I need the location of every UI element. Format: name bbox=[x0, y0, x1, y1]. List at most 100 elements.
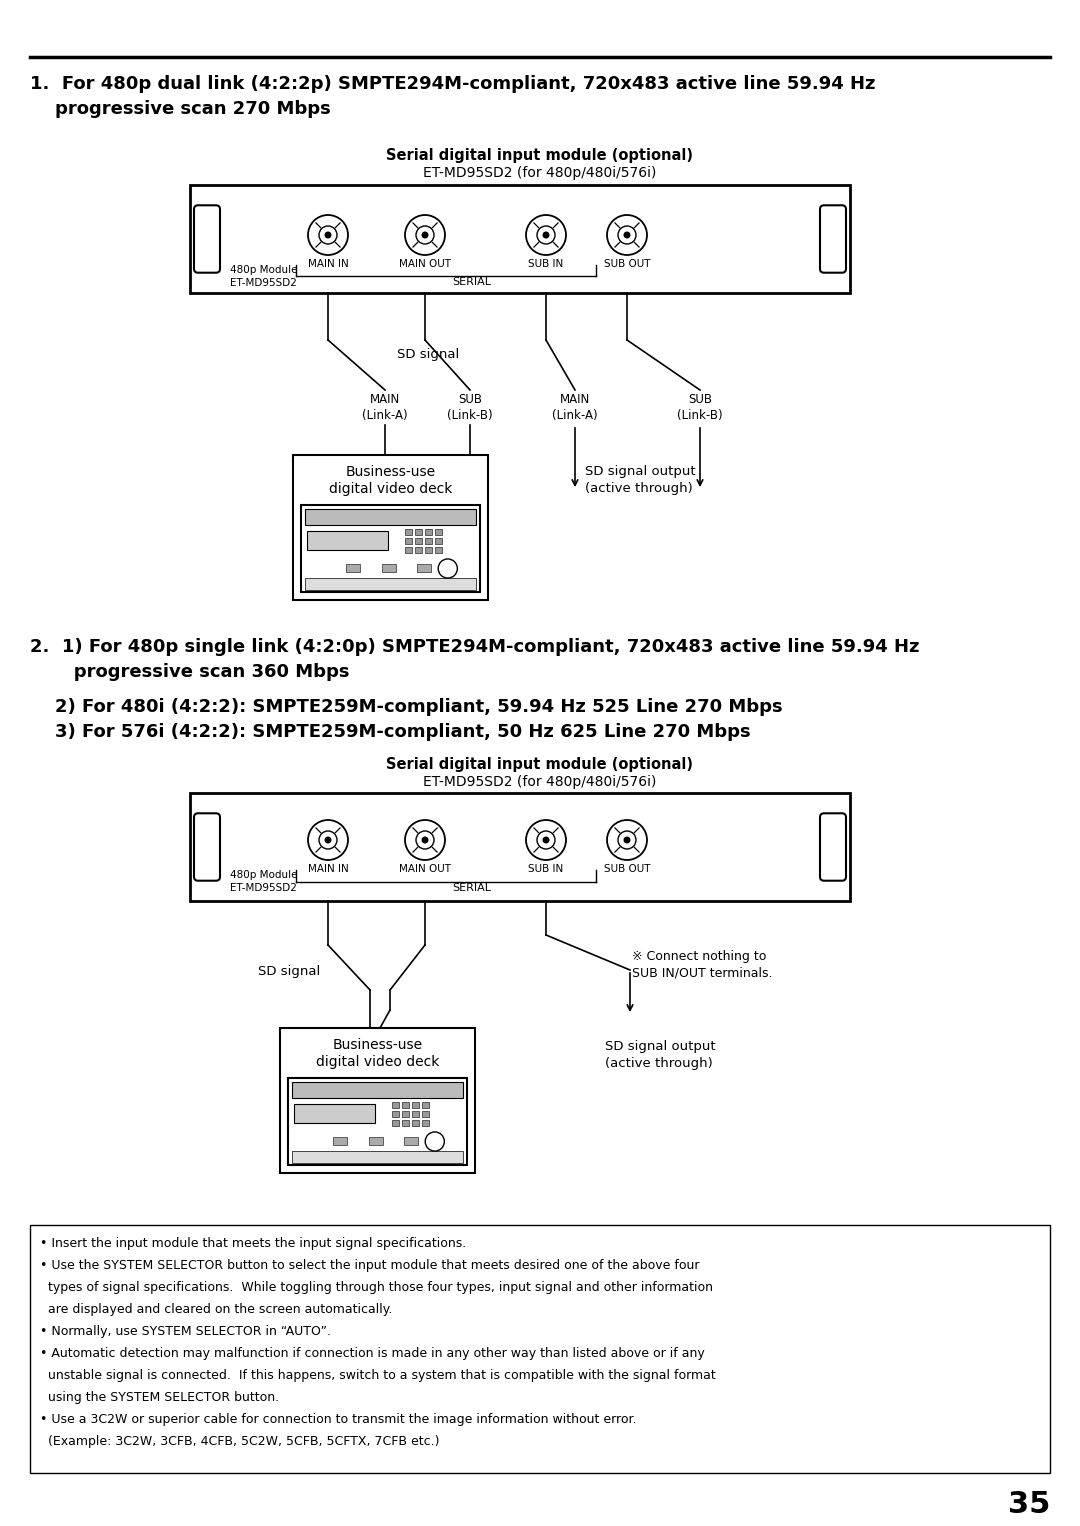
Text: Business-use: Business-use bbox=[333, 1038, 422, 1051]
Bar bbox=[392, 1102, 399, 1108]
Bar bbox=[424, 546, 432, 552]
Text: 3) For 576i (4:2:2): SMPTE259M-compliant, 50 Hz 625 Line 270 Mbps: 3) For 576i (4:2:2): SMPTE259M-compliant… bbox=[30, 723, 751, 742]
Bar bbox=[190, 185, 850, 293]
Text: progressive scan 270 Mbps: progressive scan 270 Mbps bbox=[30, 101, 330, 118]
Text: SD signal output
(active through): SD signal output (active through) bbox=[605, 1041, 716, 1070]
Bar bbox=[415, 528, 422, 534]
Text: 2.  1) For 480p single link (4:2:0p) SMPTE294M-compliant, 720x483 active line 59: 2. 1) For 480p single link (4:2:0p) SMPT… bbox=[30, 638, 919, 656]
Bar bbox=[435, 546, 442, 552]
Text: SUB OUT: SUB OUT bbox=[604, 259, 650, 269]
Text: SD signal: SD signal bbox=[397, 348, 459, 362]
Bar bbox=[415, 546, 422, 552]
Circle shape bbox=[623, 232, 631, 238]
Text: • Insert the input module that meets the input signal specifications.: • Insert the input module that meets the… bbox=[40, 1238, 467, 1250]
Bar bbox=[411, 1102, 419, 1108]
Text: • Automatic detection may malfunction if connection is made in any other way tha: • Automatic detection may malfunction if… bbox=[40, 1347, 705, 1360]
Bar bbox=[411, 1111, 419, 1117]
Bar bbox=[292, 1082, 463, 1097]
Bar bbox=[392, 1111, 399, 1117]
Bar bbox=[411, 1120, 419, 1126]
Text: Serial digital input module (optional): Serial digital input module (optional) bbox=[387, 148, 693, 163]
Bar bbox=[424, 537, 432, 543]
Text: digital video deck: digital video deck bbox=[328, 482, 453, 496]
Text: 480p Module: 480p Module bbox=[230, 266, 297, 275]
Text: SD signal: SD signal bbox=[258, 964, 321, 978]
Text: SERIAL: SERIAL bbox=[453, 884, 491, 893]
Text: SUB
(Link-B): SUB (Link-B) bbox=[447, 394, 492, 423]
Text: using the SYSTEM SELECTOR button.: using the SYSTEM SELECTOR button. bbox=[40, 1392, 279, 1404]
FancyBboxPatch shape bbox=[194, 813, 220, 881]
Circle shape bbox=[421, 836, 429, 844]
Text: digital video deck: digital video deck bbox=[315, 1054, 440, 1070]
Text: MAIN OUT: MAIN OUT bbox=[399, 864, 451, 874]
Bar bbox=[402, 1111, 409, 1117]
Bar bbox=[305, 578, 476, 591]
Text: • Use the SYSTEM SELECTOR button to select the input module that meets desired o: • Use the SYSTEM SELECTOR button to sele… bbox=[40, 1259, 700, 1273]
Text: ※ Connect nothing to
SUB IN/OUT terminals.: ※ Connect nothing to SUB IN/OUT terminal… bbox=[632, 951, 772, 980]
Text: ET-MD95SD2 (for 480p/480i/576i): ET-MD95SD2 (for 480p/480i/576i) bbox=[423, 166, 657, 180]
Text: MAIN
(Link-A): MAIN (Link-A) bbox=[362, 394, 408, 423]
Text: 480p Module: 480p Module bbox=[230, 870, 297, 881]
Bar bbox=[405, 537, 411, 543]
Circle shape bbox=[623, 836, 631, 844]
Text: 1.  For 480p dual link (4:2:2p) SMPTE294M-compliant, 720x483 active line 59.94 H: 1. For 480p dual link (4:2:2p) SMPTE294M… bbox=[30, 75, 876, 93]
Bar bbox=[280, 1029, 475, 1173]
Text: Business-use: Business-use bbox=[346, 465, 435, 479]
Bar bbox=[30, 1225, 1050, 1473]
Bar bbox=[307, 531, 388, 549]
Bar bbox=[424, 528, 432, 534]
Circle shape bbox=[324, 232, 332, 238]
Bar bbox=[405, 528, 411, 534]
Text: ET-MD95SD2: ET-MD95SD2 bbox=[230, 278, 297, 288]
Bar bbox=[415, 537, 422, 543]
Text: • Normally, use SYSTEM SELECTOR in “AUTO”.: • Normally, use SYSTEM SELECTOR in “AUTO… bbox=[40, 1325, 330, 1338]
Bar bbox=[293, 455, 488, 600]
Text: progressive scan 360 Mbps: progressive scan 360 Mbps bbox=[30, 662, 350, 681]
Text: MAIN IN: MAIN IN bbox=[308, 259, 349, 269]
Bar bbox=[405, 546, 411, 552]
Bar bbox=[435, 537, 442, 543]
Bar bbox=[402, 1102, 409, 1108]
Bar bbox=[422, 1111, 429, 1117]
Bar bbox=[422, 1120, 429, 1126]
Text: SD signal output
(active through): SD signal output (active through) bbox=[585, 465, 696, 494]
Text: are displayed and cleared on the screen automatically.: are displayed and cleared on the screen … bbox=[40, 1303, 392, 1315]
FancyBboxPatch shape bbox=[820, 813, 846, 881]
Bar bbox=[346, 565, 360, 572]
Bar bbox=[190, 794, 850, 900]
Bar bbox=[368, 1137, 382, 1144]
Text: MAIN IN: MAIN IN bbox=[308, 864, 349, 874]
Bar bbox=[301, 505, 480, 592]
Text: SUB IN: SUB IN bbox=[528, 864, 564, 874]
Bar bbox=[417, 565, 431, 572]
Text: unstable signal is connected.  If this happens, switch to a system that is compa: unstable signal is connected. If this ha… bbox=[40, 1369, 716, 1383]
Circle shape bbox=[542, 232, 550, 238]
Bar bbox=[392, 1120, 399, 1126]
FancyBboxPatch shape bbox=[820, 206, 846, 273]
Text: types of signal specifications.  While toggling through those four types, input : types of signal specifications. While to… bbox=[40, 1280, 713, 1294]
Circle shape bbox=[324, 836, 332, 844]
Text: ET-MD95SD2 (for 480p/480i/576i): ET-MD95SD2 (for 480p/480i/576i) bbox=[423, 775, 657, 789]
Bar bbox=[404, 1137, 418, 1144]
Bar bbox=[381, 565, 395, 572]
Text: SUB IN: SUB IN bbox=[528, 259, 564, 269]
Text: SUB OUT: SUB OUT bbox=[604, 864, 650, 874]
Bar bbox=[292, 1151, 463, 1163]
Bar bbox=[294, 1103, 375, 1123]
Text: MAIN
(Link-A): MAIN (Link-A) bbox=[552, 394, 598, 423]
Bar bbox=[333, 1137, 347, 1144]
Text: 35: 35 bbox=[1008, 1489, 1050, 1518]
Circle shape bbox=[542, 836, 550, 844]
Text: (Example: 3C2W, 3CFB, 4CFB, 5C2W, 5CFB, 5CFTX, 7CFB etc.): (Example: 3C2W, 3CFB, 4CFB, 5C2W, 5CFB, … bbox=[40, 1434, 440, 1448]
Bar bbox=[402, 1120, 409, 1126]
Bar bbox=[305, 510, 476, 525]
FancyBboxPatch shape bbox=[194, 206, 220, 273]
Text: Serial digital input module (optional): Serial digital input module (optional) bbox=[387, 757, 693, 772]
Text: SERIAL: SERIAL bbox=[453, 278, 491, 287]
Text: MAIN OUT: MAIN OUT bbox=[399, 259, 451, 269]
Text: • Use a 3C2W or superior cable for connection to transmit the image information : • Use a 3C2W or superior cable for conne… bbox=[40, 1413, 636, 1425]
Circle shape bbox=[421, 232, 429, 238]
Bar bbox=[288, 1077, 467, 1164]
Text: ET-MD95SD2: ET-MD95SD2 bbox=[230, 884, 297, 893]
Text: 2) For 480i (4:2:2): SMPTE259M-compliant, 59.94 Hz 525 Line 270 Mbps: 2) For 480i (4:2:2): SMPTE259M-compliant… bbox=[30, 697, 783, 716]
